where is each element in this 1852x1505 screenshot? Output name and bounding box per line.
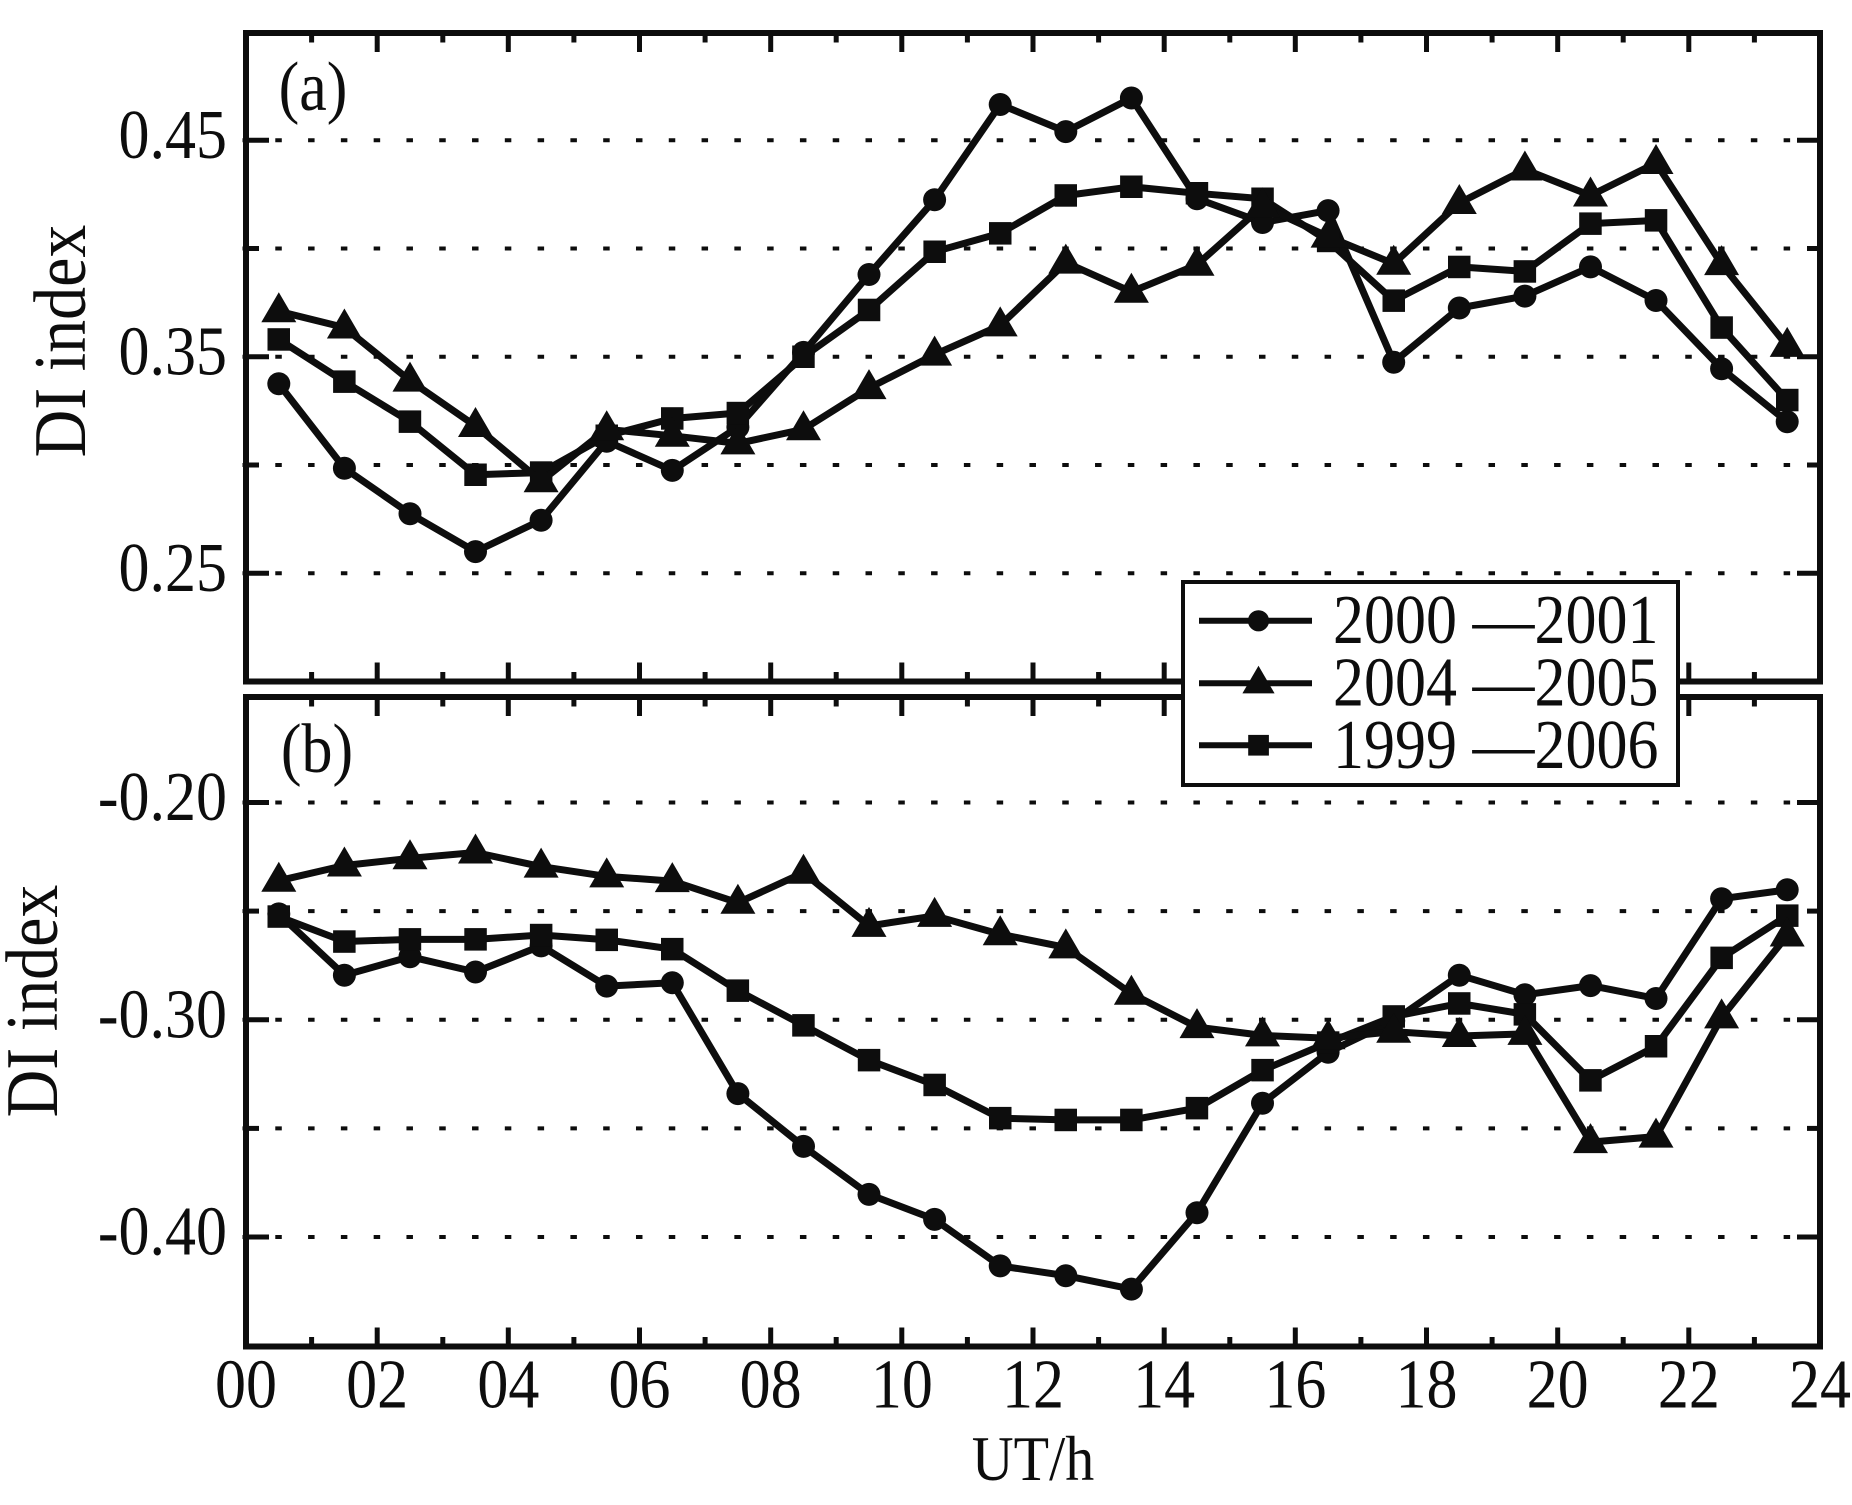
svg-text:(a): (a)	[279, 49, 348, 126]
svg-text:08: 08	[740, 1346, 802, 1423]
svg-text:-0.20: -0.20	[98, 759, 227, 836]
svg-text:14: 14	[1133, 1346, 1195, 1423]
svg-text:UT/h: UT/h	[972, 1425, 1094, 1495]
svg-text:18: 18	[1396, 1346, 1458, 1423]
svg-text:0.25: 0.25	[119, 529, 227, 606]
svg-text:-0.40: -0.40	[98, 1193, 227, 1270]
svg-text:2000 —2001: 2000 —2001	[1333, 582, 1658, 659]
svg-text:-0.30: -0.30	[98, 976, 227, 1053]
svg-text:16: 16	[1264, 1346, 1326, 1423]
svg-text:06: 06	[609, 1346, 671, 1423]
svg-text:0.45: 0.45	[119, 96, 227, 173]
svg-text:20: 20	[1527, 1346, 1589, 1423]
svg-text:24: 24	[1789, 1346, 1851, 1423]
svg-text:DI index: DI index	[19, 225, 102, 458]
svg-text:(b): (b)	[281, 711, 353, 788]
svg-text:2004 —2005: 2004 —2005	[1333, 644, 1658, 721]
svg-text:DI index: DI index	[0, 885, 74, 1118]
svg-text:22: 22	[1658, 1346, 1720, 1423]
svg-text:02: 02	[346, 1346, 408, 1423]
svg-text:12: 12	[1002, 1346, 1064, 1423]
svg-text:10: 10	[871, 1346, 933, 1423]
svg-text:0.35: 0.35	[119, 313, 227, 390]
svg-text:1999 —2006: 1999 —2006	[1333, 707, 1658, 784]
svg-text:00: 00	[215, 1346, 277, 1423]
svg-text:04: 04	[477, 1346, 539, 1423]
